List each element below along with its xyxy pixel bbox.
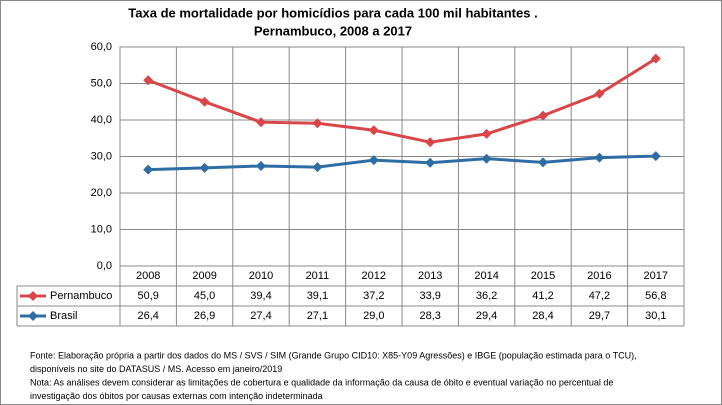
table-value: 37,2 [363, 290, 384, 302]
table-value: 56,8 [645, 290, 666, 302]
y-tick-label: 40,0 [91, 114, 112, 126]
y-tick-label: 50,0 [91, 77, 112, 89]
marker [650, 53, 661, 64]
marker [481, 128, 492, 139]
marker [199, 96, 210, 107]
marker [481, 153, 492, 164]
table-value: 45,0 [194, 290, 215, 302]
marker [143, 75, 154, 86]
table-value: 39,1 [307, 290, 328, 302]
marker [368, 125, 379, 136]
table-value: 41,2 [532, 290, 553, 302]
marker [143, 164, 154, 175]
table-value: 28,3 [419, 310, 440, 322]
table-value: 26,9 [194, 310, 215, 322]
table-value: 29,0 [363, 310, 384, 322]
x-tick-label: 2015 [531, 270, 555, 282]
marker [594, 88, 605, 99]
note: investigação dos óbitos por causas exter… [30, 391, 323, 401]
x-tick-label: 2016 [587, 270, 611, 282]
legend-marker [28, 291, 38, 301]
marker [594, 152, 605, 163]
legend-marker [28, 311, 38, 321]
marker [425, 137, 436, 148]
note: disponíveis no site do DATASUS / MS. Ace… [30, 364, 282, 374]
x-tick-label: 2014 [474, 270, 498, 282]
table-value: 50,9 [137, 290, 158, 302]
y-tick-label: 60,0 [91, 41, 112, 53]
marker [538, 157, 548, 168]
x-tick-label: 2013 [418, 270, 442, 282]
marker [256, 117, 266, 128]
marker [312, 162, 323, 173]
table-value: 26,4 [137, 310, 158, 322]
table-value: 36,2 [476, 290, 497, 302]
series-line [148, 154, 656, 172]
table-value: 30,1 [645, 310, 666, 322]
y-tick-label: 30,0 [91, 150, 112, 162]
x-tick-label: 2009 [192, 270, 216, 282]
series-line [147, 57, 657, 144]
y-tick-label: 10,0 [91, 223, 112, 235]
chart-title: Taxa de mortalidade por homicídios para … [128, 5, 537, 20]
marker [199, 162, 210, 173]
marker [256, 160, 266, 171]
note: Nota: As análises devem considerar as li… [30, 377, 613, 387]
table-value: 29,7 [589, 310, 610, 322]
note: Fonte: Elaboração própria a partir dos d… [30, 350, 637, 360]
y-tick-label: 0,0 [97, 260, 112, 272]
table-value: 39,4 [250, 290, 271, 302]
y-tick-label: 20,0 [91, 187, 112, 199]
chart-subtitle: Pernambuco, 2008 a 2017 [254, 23, 412, 38]
legend-label: Pernambuco [50, 290, 112, 302]
table-value: 47,2 [589, 290, 610, 302]
table-value: 27,4 [250, 310, 271, 322]
marker [650, 151, 661, 162]
marker [538, 110, 548, 121]
table-value: 29,4 [476, 310, 497, 322]
table-value: 27,1 [307, 310, 328, 322]
x-tick-label: 2012 [362, 270, 386, 282]
x-tick-label: 2017 [644, 270, 668, 282]
x-tick-label: 2008 [136, 270, 160, 282]
legend-label: Brasil [50, 310, 78, 322]
x-tick-label: 2011 [306, 270, 330, 282]
marker [425, 157, 436, 168]
marker [312, 118, 323, 129]
marker [368, 155, 379, 166]
table-value: 33,9 [419, 290, 440, 302]
table-value: 28,4 [532, 310, 553, 322]
x-tick-label: 2010 [249, 270, 273, 282]
